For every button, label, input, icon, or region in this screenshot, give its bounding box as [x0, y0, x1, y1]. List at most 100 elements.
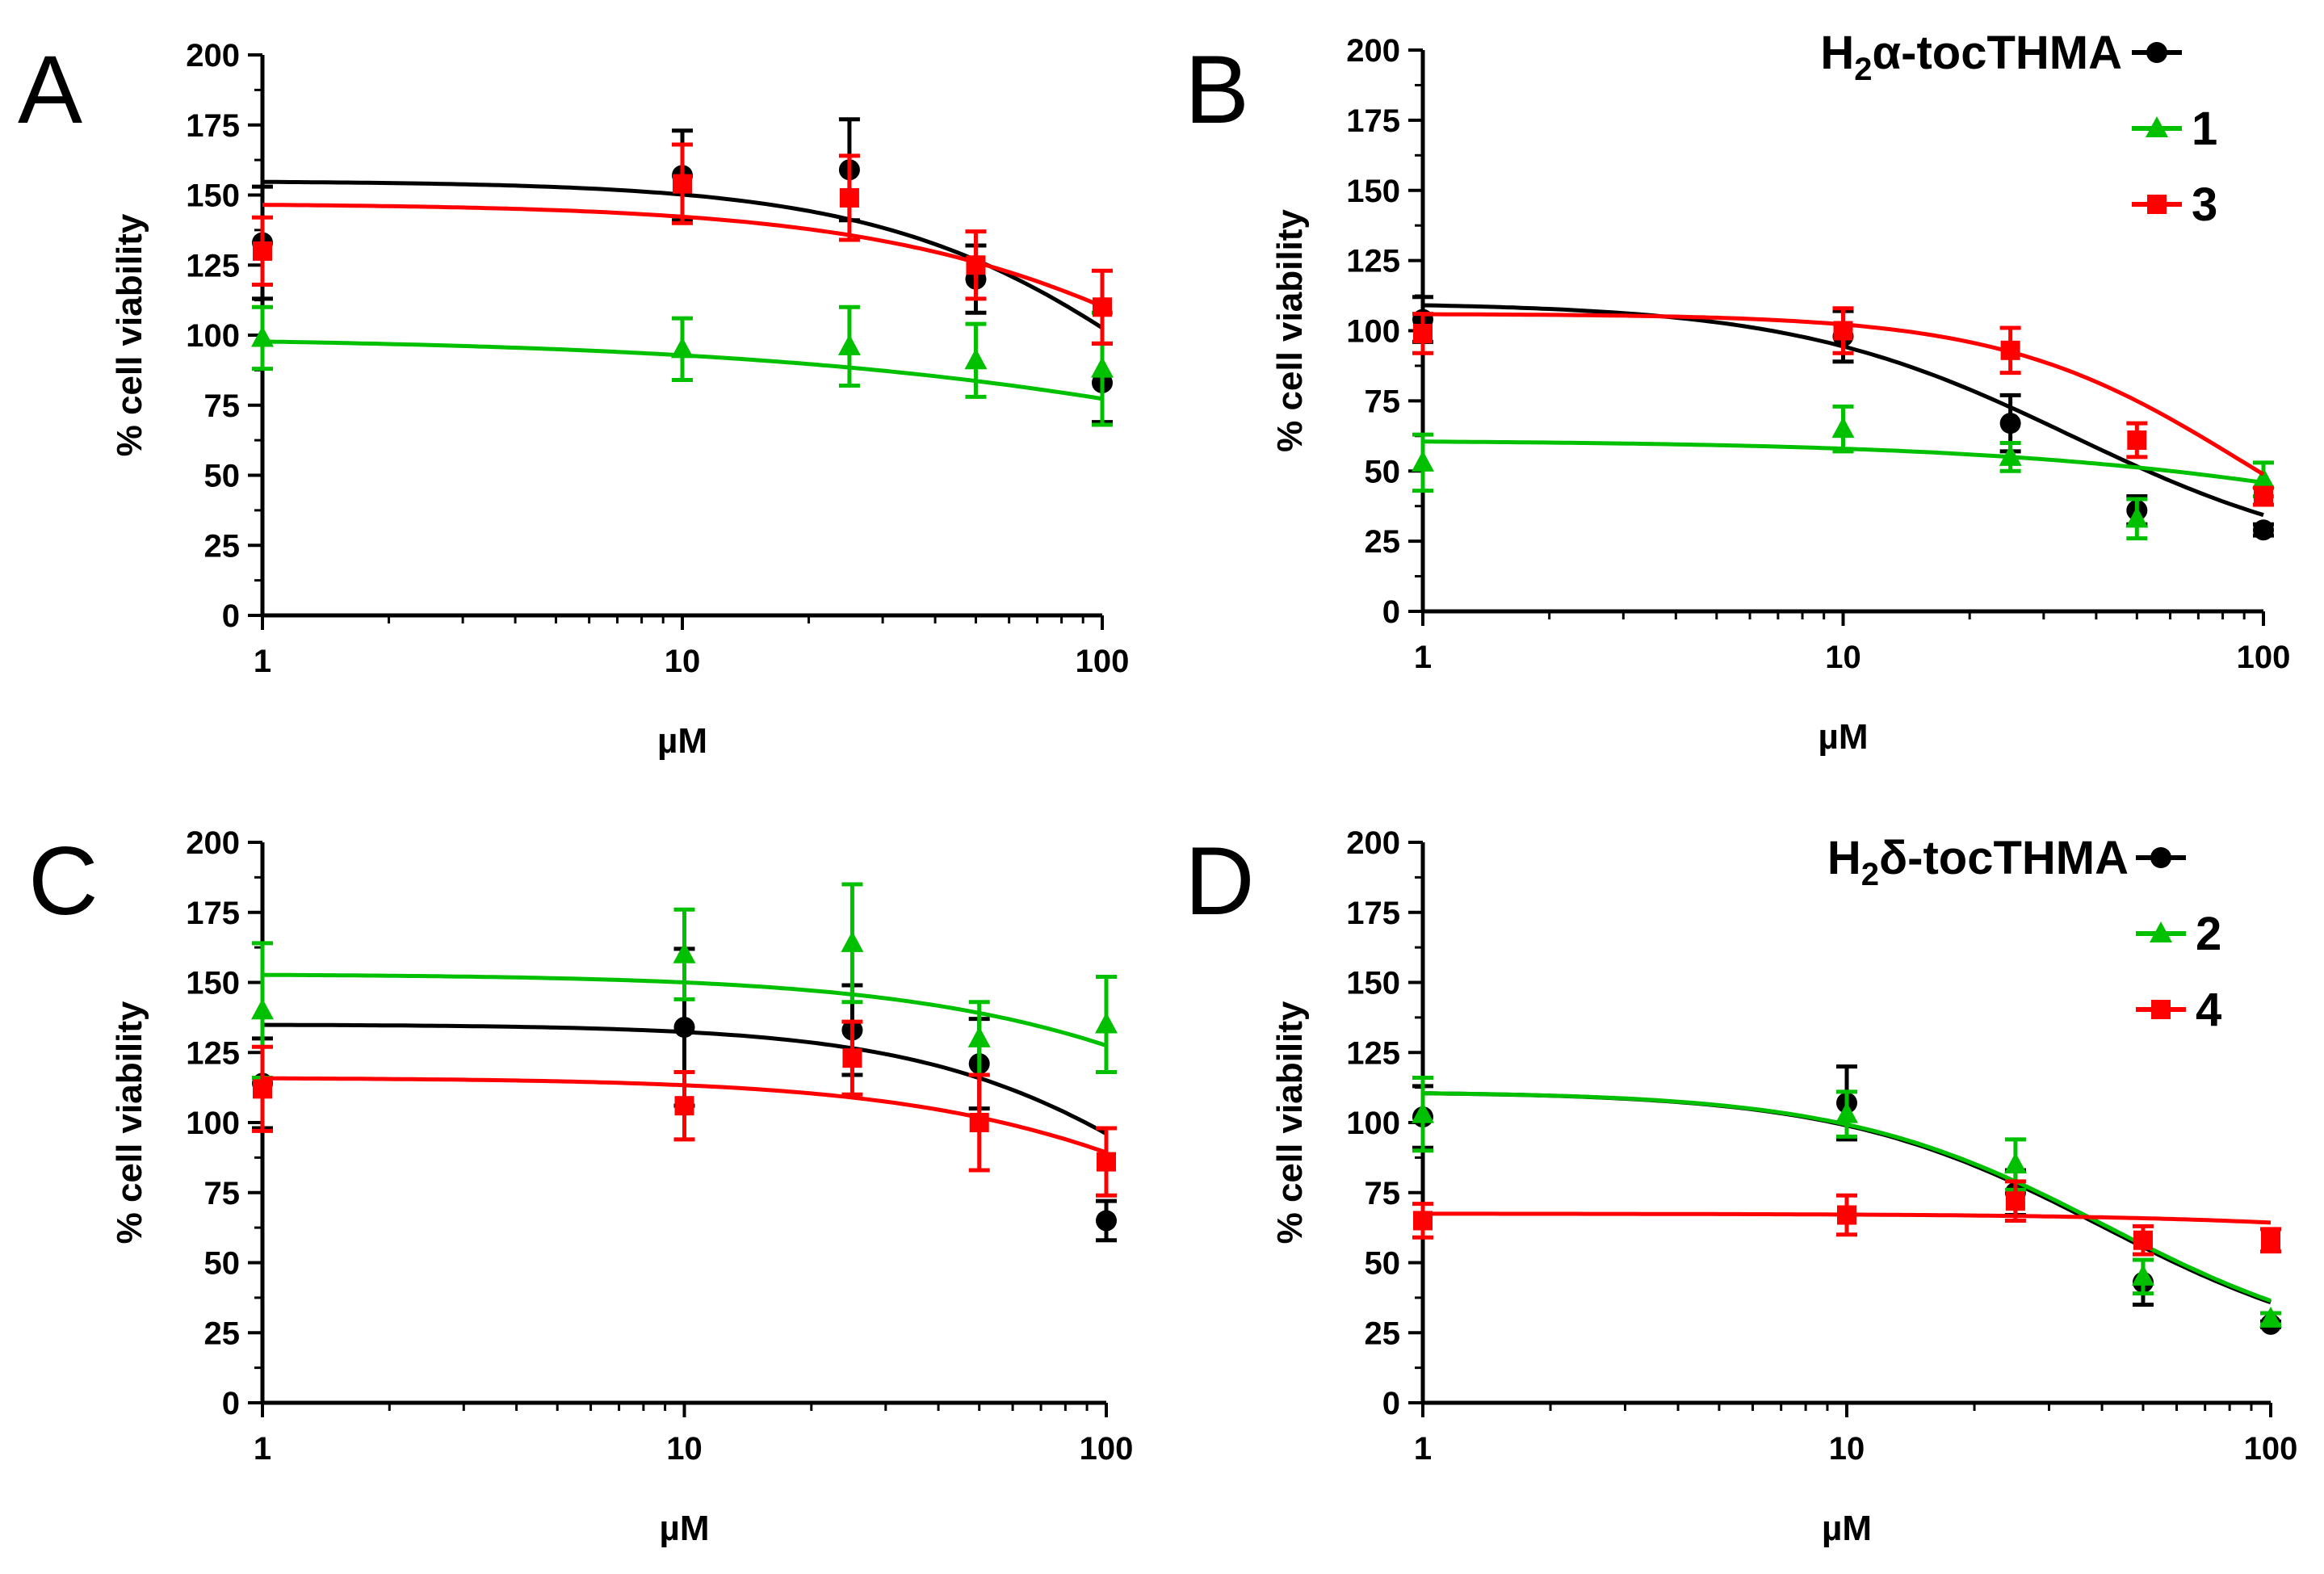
data-point [1097, 1152, 1116, 1172]
legend-marker [2150, 921, 2172, 942]
y-tick-label: 125 [186, 248, 240, 283]
y-tick-label: 25 [204, 1316, 241, 1351]
y-tick-label: 75 [204, 388, 241, 424]
y-tick-label: 125 [1346, 1035, 1400, 1071]
data-point [841, 930, 864, 952]
data-point [253, 1079, 272, 1099]
data-point [253, 241, 272, 261]
data-point [966, 255, 986, 275]
y-tick-label: 125 [186, 1035, 240, 1071]
y-tick-label: 25 [1365, 1316, 1401, 1351]
data-point [2003, 1152, 2027, 1174]
data-point [1093, 297, 1112, 317]
legend-label: 3 [2192, 178, 2217, 231]
y-tick-label: 175 [186, 896, 240, 931]
series-2 [1412, 1179, 2281, 1257]
data-point [2253, 519, 2274, 541]
series-1 [1412, 404, 2275, 541]
x-tick-label: 100 [2237, 640, 2291, 675]
panel-c: C 0 25 50 75 100 125 150 175 200 1 10 100 µM % cell vi… [28, 825, 1133, 1548]
y-tick-label: 25 [1365, 524, 1401, 560]
data-point [673, 174, 692, 194]
x-axis-label: µM [1818, 717, 1868, 757]
data-point [2131, 1264, 2154, 1286]
data-point [251, 998, 274, 1020]
panel-letter: C [28, 827, 99, 935]
y-tick-label: 175 [1346, 103, 1400, 139]
data-point [1413, 323, 1433, 343]
legend-label: 4 [2196, 984, 2221, 1036]
y-axis-label: % cell viability [1270, 209, 1310, 452]
x-tick-label: 1 [1414, 1431, 1432, 1467]
x-tick-label: 100 [1080, 1431, 1134, 1467]
y-axis-label: % cell viability [1270, 1001, 1310, 1244]
data-point [2133, 1230, 2153, 1250]
y-tick-label: 0 [222, 598, 240, 634]
data-point [2254, 486, 2273, 506]
x-axis-label: µM [659, 1509, 709, 1548]
y-tick-label: 75 [204, 1176, 241, 1211]
y-tick-label: 50 [204, 459, 241, 494]
y-tick-label: 100 [186, 318, 240, 354]
x-tick-label: 1 [254, 644, 271, 679]
y-tick-label: 75 [1365, 1176, 1401, 1211]
data-point [1412, 1102, 1434, 1123]
data-point [2125, 506, 2149, 528]
legend-label: 2 [2196, 908, 2221, 960]
data-point [1833, 321, 1853, 341]
y-tick-label: 100 [186, 1106, 240, 1141]
series-2 [252, 1019, 1117, 1198]
y-tick-label: 175 [186, 108, 240, 144]
y-tick-label: 125 [1346, 244, 1400, 279]
data-point [1413, 1211, 1433, 1231]
y-tick-label: 50 [1365, 1246, 1401, 1282]
data-point [673, 942, 696, 963]
data-point [673, 1017, 695, 1039]
y-tick-label: 200 [186, 38, 240, 73]
x-tick-label: 1 [254, 1431, 271, 1467]
x-tick-label: 10 [1829, 1431, 1865, 1467]
y-tick-label: 0 [1382, 594, 1400, 630]
x-tick-label: 10 [1825, 640, 1861, 675]
legend-label: 1 [2192, 103, 2217, 155]
data-point [1837, 1205, 1856, 1225]
legend-marker [2150, 847, 2171, 868]
legend-marker [2146, 116, 2168, 137]
data-point [251, 325, 274, 347]
y-axis-label: % cell viability [110, 1001, 149, 1244]
data-point [969, 1113, 989, 1132]
y-tick-label: 50 [1365, 454, 1401, 489]
y-tick-label: 150 [1346, 174, 1400, 209]
series-2 [252, 142, 1113, 346]
x-axis-label: µM [1822, 1509, 1872, 1548]
data-point [1999, 444, 2022, 466]
panel-letter: D [1185, 827, 1255, 935]
panel-a: A 0 25 50 75 100 125 150 175 200 1 10 100 µM % cell vi… [18, 36, 1129, 761]
y-tick-label: 175 [1346, 896, 1400, 931]
y-axis-label: % cell viability [110, 213, 149, 456]
y-tick-label: 150 [186, 178, 240, 214]
data-point [1835, 1102, 1858, 1123]
data-point [2252, 467, 2275, 489]
x-axis-label: µM [657, 721, 707, 761]
y-tick-label: 200 [1346, 33, 1400, 69]
y-tick-label: 50 [204, 1246, 241, 1282]
data-point [1831, 417, 1855, 439]
data-point [964, 348, 988, 370]
series-1 [251, 304, 1114, 427]
legend: H2δ-tocTHMA 2 4 [1827, 832, 2221, 1036]
legend-marker [2151, 1000, 2171, 1019]
legend: H2α-tocTHMA 1 3 [1820, 27, 2217, 231]
panel-letter: A [18, 36, 82, 144]
data-point [671, 337, 694, 359]
data-point [839, 187, 859, 208]
y-tick-label: 25 [204, 528, 241, 564]
y-tick-label: 0 [222, 1386, 240, 1421]
panel-letter: B [1185, 36, 1249, 144]
y-tick-label: 200 [1346, 825, 1400, 861]
x-tick-label: 10 [666, 1431, 703, 1467]
panel-d: D 0 25 50 75 100 125 150 175 200 1 10 100 µM % cell vi… [1185, 825, 2297, 1548]
legend-marker [2147, 195, 2167, 214]
data-point [2261, 1230, 2280, 1250]
